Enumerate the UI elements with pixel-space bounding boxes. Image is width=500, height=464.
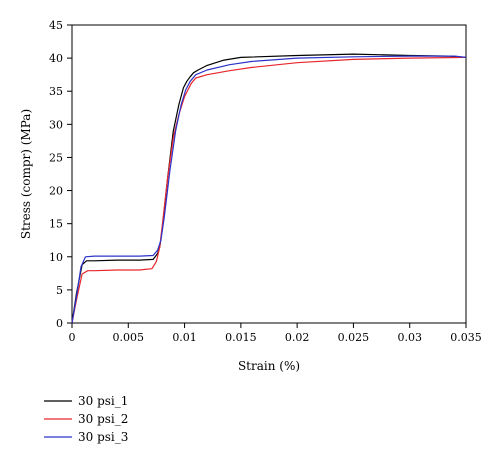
plot-area [71, 24, 467, 324]
x-axis-title: Strain (%) [238, 359, 300, 373]
legend-label: 30 psi_1 [78, 394, 128, 408]
y-tick-label: 20 [49, 185, 63, 198]
x-tick-label: 0.015 [225, 331, 257, 344]
y-tick-label: 40 [49, 52, 63, 65]
y-tick-label: 35 [49, 85, 63, 98]
y-tick-label: 10 [49, 251, 63, 264]
y-tick-label: 15 [49, 218, 63, 231]
y-tick-label: 45 [49, 19, 63, 32]
x-tick-label: 0.025 [338, 331, 370, 344]
series-layer [71, 53, 467, 324]
y-tick-label: 0 [56, 317, 63, 330]
series-line-3 [71, 55, 467, 324]
series-line-2 [71, 56, 467, 324]
x-tick-label: 0 [69, 331, 76, 344]
plot-frame [71, 24, 467, 324]
legend-label: 30 psi_3 [78, 430, 128, 444]
x-tick-label: 0.03 [397, 331, 422, 344]
y-tick-label: 5 [56, 284, 63, 297]
y-axis-ticks: 0 5 10 15 20 25 30 35 40 45 [49, 19, 72, 330]
x-tick-label: 0.005 [113, 331, 145, 344]
x-tick-label: 0.02 [285, 331, 310, 344]
y-tick-label: 25 [49, 151, 63, 164]
legend: 30 psi_1 30 psi_2 30 psi_3 [44, 394, 128, 444]
series-line-1 [71, 53, 467, 324]
legend-label: 30 psi_2 [78, 412, 128, 426]
x-tick-label: 0.01 [172, 331, 197, 344]
y-tick-label: 30 [49, 118, 63, 131]
x-axis-ticks: 0 0.005 0.01 0.015 0.02 0.025 0.03 0.035 [69, 323, 482, 344]
x-tick-label: 0.035 [450, 331, 482, 344]
y-axis-title: Stress (compr) (MPa) [19, 109, 33, 239]
